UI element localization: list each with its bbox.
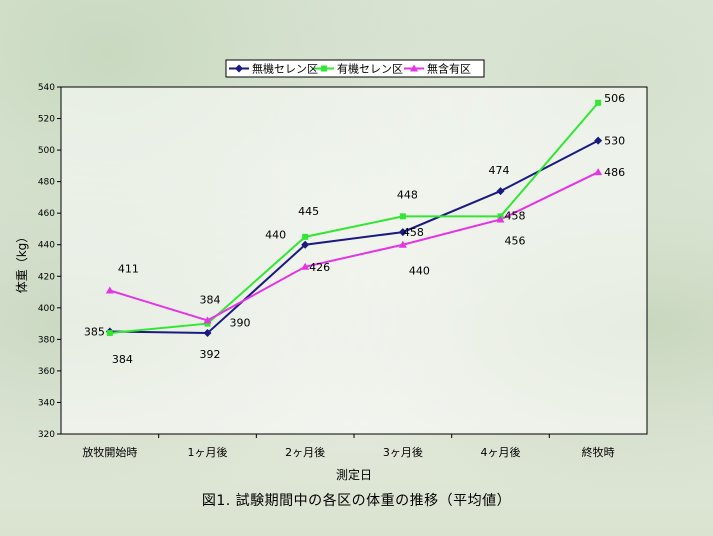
y-tick-label: 480 [38, 178, 55, 188]
y-tick-label: 420 [38, 272, 55, 282]
figure-caption: 図1. 試験期間中の各区の体重の推移（平均値） [201, 493, 512, 509]
data-label: 385 [84, 325, 105, 338]
y-tick-label: 440 [38, 241, 55, 251]
x-axis-categories: 放牧開始時 1ヶ月後 2ヶ月後 3ヶ月後 4ヶ月後 終牧時 [82, 434, 615, 459]
legend-label: 有機セレン区 [337, 62, 403, 76]
data-labels: 385 384 411 392 384 390 440 445 426 458 448 440 474 4… [84, 92, 625, 366]
y-axis-title: 体重（kg） [15, 231, 29, 294]
series-line [109, 139, 599, 335]
data-label: 384 [112, 353, 133, 366]
y-tick-label: 400 [38, 304, 55, 314]
x-category-label: 1ヶ月後 [188, 445, 228, 459]
y-tick-label: 520 [38, 115, 55, 125]
y-tick-label: 320 [38, 430, 55, 440]
x-category-label: 3ヶ月後 [383, 445, 423, 459]
data-label: 530 [604, 135, 625, 148]
y-axis-ticks: 320 340 360 380 400 420 440 460 480 500 520 540 [38, 83, 61, 440]
legend-box [225, 59, 485, 78]
series-line [109, 171, 599, 322]
x-category-label: 2ヶ月後 [285, 445, 325, 459]
data-label: 458 [505, 209, 526, 222]
legend-label: 無含有区 [427, 62, 471, 76]
data-point-triangle [301, 262, 310, 270]
y-tick-label: 360 [38, 367, 55, 377]
data-point-diamond [496, 187, 505, 196]
legend: 無機セレン区 有機セレン区 無含有区 [225, 59, 485, 78]
y-tick-label: 460 [38, 209, 55, 219]
data-point-triangle [105, 286, 114, 294]
series-lines [109, 102, 599, 335]
series-markers [105, 99, 603, 338]
y-tick-label: 340 [38, 398, 55, 408]
plot-area [60, 86, 648, 435]
data-label: 426 [309, 261, 330, 274]
data-label: 448 [397, 188, 418, 201]
x-category-label: 終牧時 [582, 445, 615, 459]
data-label: 474 [489, 164, 510, 177]
data-label: 384 [200, 294, 221, 307]
data-label: 458 [403, 226, 424, 239]
data-point-square [106, 330, 113, 337]
data-point-diamond [203, 329, 212, 338]
data-label: 456 [505, 234, 526, 247]
data-point-square [595, 99, 602, 106]
data-point-square [302, 233, 309, 240]
data-label: 392 [200, 348, 221, 361]
y-tick-label: 540 [38, 83, 55, 93]
y-tick-label: 380 [38, 335, 55, 345]
data-point-diamond [235, 64, 243, 73]
data-point-diamond [301, 240, 310, 249]
data-label: 440 [409, 265, 430, 278]
data-point-triangle [594, 168, 603, 176]
data-point-triangle [203, 316, 212, 324]
x-category-label: 4ヶ月後 [481, 445, 521, 459]
data-point-square [204, 320, 211, 327]
data-point-triangle [410, 64, 418, 72]
data-label: 506 [604, 92, 625, 105]
x-category-label: 放牧開始時 [82, 445, 137, 459]
data-point-square [321, 65, 327, 72]
series-line [109, 102, 599, 335]
data-label: 486 [604, 166, 625, 179]
data-label: 390 [230, 316, 251, 329]
data-label: 411 [118, 262, 139, 275]
y-tick-label: 500 [38, 146, 55, 156]
data-label: 445 [298, 205, 319, 218]
x-axis-title: 測定日 [336, 467, 372, 482]
data-point-square [399, 213, 406, 220]
data-point-triangle [398, 240, 407, 248]
data-label: 440 [265, 229, 286, 242]
data-point-triangle [496, 215, 505, 223]
data-point-diamond [594, 136, 603, 145]
legend-label: 無機セレン区 [252, 62, 318, 76]
data-point-diamond [398, 228, 407, 237]
